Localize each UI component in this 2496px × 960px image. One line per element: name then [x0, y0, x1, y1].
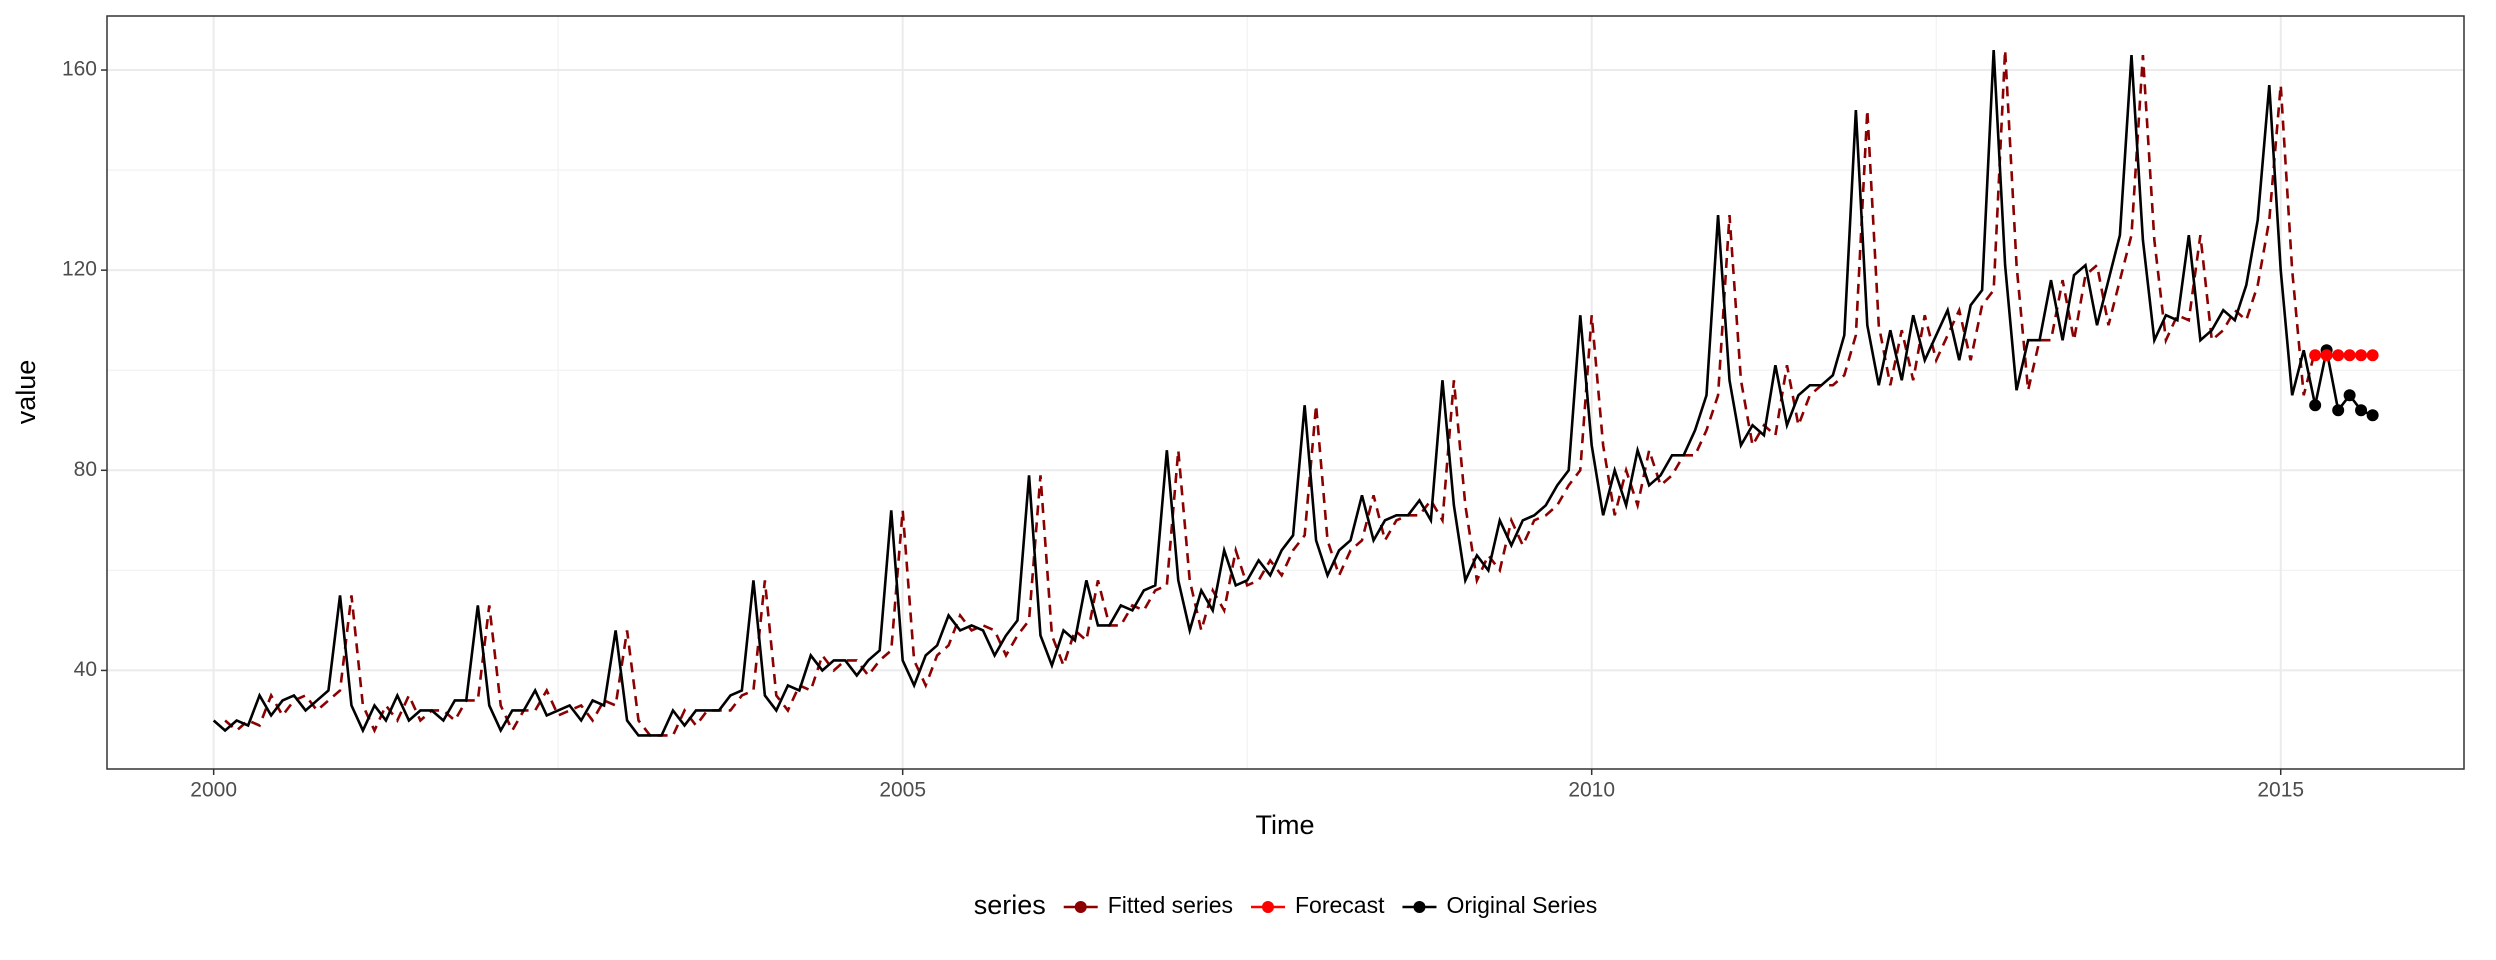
x-tick-label: 2010: [1568, 779, 1615, 802]
legend-label: Fitted series: [1108, 892, 1233, 918]
series-point: [2309, 399, 2322, 412]
plot-area: [212, 49, 2379, 737]
y-tick-label: 80: [74, 458, 97, 481]
legend-label: Original Series: [1446, 892, 1597, 918]
series-point: [2309, 349, 2322, 362]
series-point: [2343, 389, 2356, 402]
series-line: [212, 49, 2374, 737]
series-point: [2320, 349, 2333, 362]
legend: series Fitted series Forecast Original Seri…: [974, 890, 1598, 920]
legend-key-point: [1074, 901, 1087, 913]
series-point: [2332, 404, 2345, 417]
y-tick-label: 40: [74, 658, 97, 681]
series-point: [2366, 409, 2379, 422]
series-point: [2343, 349, 2356, 362]
series-point: [2355, 349, 2368, 362]
series-point: [2355, 404, 2368, 417]
x-tick-label: 2000: [190, 779, 237, 802]
series-point: [2366, 349, 2379, 362]
series-point: [2332, 349, 2345, 362]
y-axis-title: value: [11, 360, 41, 425]
legend-key-point: [1261, 901, 1274, 913]
x-axis-title: Time: [1256, 810, 1315, 840]
legend-title: series: [974, 890, 1046, 920]
y-tick-label: 160: [62, 58, 97, 81]
x-tick-label: 2005: [879, 779, 926, 802]
x-tick-label: 2015: [2257, 779, 2304, 802]
y-tick-label: 120: [62, 258, 97, 281]
legend-key-point: [1413, 901, 1426, 913]
series-line: [224, 49, 2317, 737]
panel-border: [106, 15, 2465, 770]
legend-label: Forecast: [1295, 892, 1385, 918]
